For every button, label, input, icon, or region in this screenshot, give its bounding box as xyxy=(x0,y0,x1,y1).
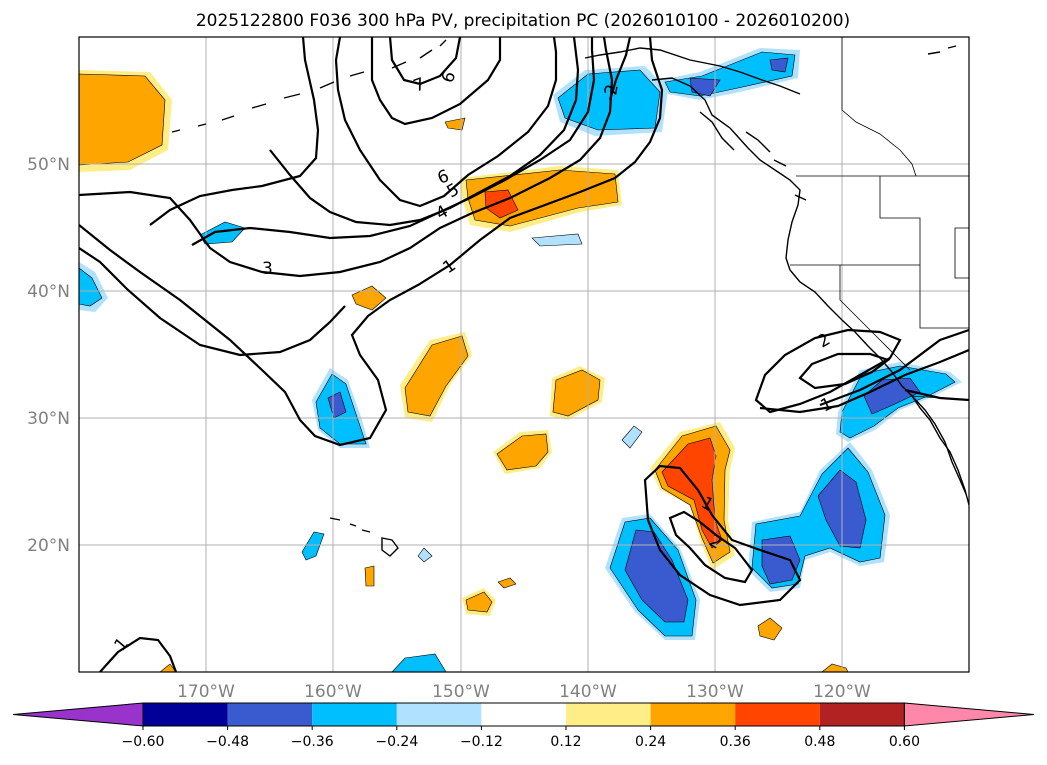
colorbar-over-arrow xyxy=(903,702,1035,727)
pv-contour-6 xyxy=(269,37,580,227)
coastline-bc-islands xyxy=(699,111,807,201)
colorbar-tick-label: −0.60 xyxy=(122,734,165,750)
border-alaska-canada xyxy=(841,37,917,177)
coastlines xyxy=(171,39,969,557)
border-states-west xyxy=(790,176,969,371)
colorbar-tick-label: −0.48 xyxy=(206,734,249,750)
colorbar-bin xyxy=(735,703,820,726)
pv-contour-17 xyxy=(668,510,754,584)
colorbar-bin xyxy=(312,703,397,726)
lon-label: 170°W xyxy=(177,682,235,702)
colorbar-tick-label: −0.12 xyxy=(460,734,503,750)
lat-label: 20°N xyxy=(27,536,70,556)
precip-blob xyxy=(661,437,723,549)
colorbar-bin xyxy=(143,703,228,726)
colorbar-bin xyxy=(396,703,482,726)
longitude-labels: 170°W 160°W 150°W 140°W 130°W 120°W xyxy=(177,682,871,702)
latitude-labels: 50°N 40°N 30°N 20°N xyxy=(27,155,70,556)
colorbar-tick-label: −0.36 xyxy=(291,734,334,750)
lat-label: 40°N xyxy=(27,282,70,302)
political-borders xyxy=(790,37,969,401)
precip-blob xyxy=(404,335,469,417)
precip-blob xyxy=(351,285,387,311)
colorbar-bin xyxy=(566,703,651,726)
pv-contour-9 xyxy=(388,37,462,86)
coastline-baja xyxy=(911,395,967,495)
colorbar-ticks: −0.60 −0.48 −0.36 −0.24 −0.12 0.12 0.24 0.36 0.4… xyxy=(122,726,920,750)
precip-blob xyxy=(497,577,517,589)
lon-label: 150°W xyxy=(432,682,490,702)
precip-blob xyxy=(199,221,246,245)
precip-blob xyxy=(531,233,583,247)
pv-contour-7 xyxy=(334,37,558,208)
pv-contour-2 xyxy=(79,247,346,357)
precip-blob xyxy=(417,547,433,563)
lon-label: 130°W xyxy=(686,682,744,702)
coastline-alaska-south xyxy=(584,47,801,95)
precip-blob xyxy=(557,69,661,131)
colorbar-tick-label: 0.24 xyxy=(635,734,666,750)
precip-blob xyxy=(444,117,466,131)
pv-contour-12 xyxy=(798,352,891,390)
pv-contour-3 xyxy=(79,37,614,278)
precip-blob xyxy=(79,73,166,166)
colorbar-tick-label: 0.12 xyxy=(550,734,581,750)
precip-blob xyxy=(465,591,493,613)
map-panel: 1 2 3 4 5 6 7 6 2 1 1 2 1 xyxy=(79,37,969,672)
lon-label: 140°W xyxy=(559,682,617,702)
pv-contour-13 xyxy=(759,348,969,414)
pv-contour-11 xyxy=(754,328,902,414)
colorbar-tick-label: 0.48 xyxy=(804,734,835,750)
colorbar-bin xyxy=(819,703,905,726)
colorbar-bin xyxy=(650,703,736,726)
pv-contour-18 xyxy=(99,636,178,672)
coastline-aleutians xyxy=(171,39,447,133)
colorbar-bins xyxy=(12,702,1035,727)
map-frame xyxy=(78,36,970,673)
precip-blob xyxy=(624,529,689,623)
contour-label: 3 xyxy=(262,259,273,279)
lat-label: 30°N xyxy=(27,409,70,429)
colorbar-tick-label: 0.36 xyxy=(720,734,751,750)
pv-contour-14 xyxy=(819,328,969,407)
precip-blob xyxy=(621,425,643,449)
precip-blob xyxy=(79,267,103,307)
coastline-north-america xyxy=(651,77,969,506)
gridlines xyxy=(79,37,969,672)
colorbar-bin xyxy=(227,703,313,726)
precip-blob xyxy=(757,617,783,641)
coastline-alaska-islands xyxy=(927,45,957,55)
precip-blob xyxy=(391,653,447,672)
colorbar-frame xyxy=(142,702,905,727)
contour-label: 2 xyxy=(601,83,623,97)
pv-contour-16 xyxy=(643,464,802,607)
pv-contours xyxy=(79,37,969,672)
lon-label: 120°W xyxy=(813,682,871,702)
lon-label: 160°W xyxy=(304,682,362,702)
lat-label: 50°N xyxy=(27,155,70,175)
colorbar-bin xyxy=(481,703,566,726)
pv-contour-4 xyxy=(149,37,320,226)
precip-blob xyxy=(364,565,375,587)
pv-contour-10 xyxy=(608,37,632,101)
precip-blob xyxy=(769,57,789,73)
figure-title: 2025122800 F036 300 hPa PV, precipitatio… xyxy=(196,11,850,31)
precip-blob xyxy=(496,433,549,471)
colorbar-under-arrow xyxy=(12,702,144,727)
precip-blob xyxy=(159,663,177,672)
coastline-hawaii xyxy=(329,517,399,557)
colorbar-tick-label: 0.60 xyxy=(889,734,920,750)
colorbar: −0.60 −0.48 −0.36 −0.24 −0.12 0.12 0.24 0.36 0.4… xyxy=(12,702,1035,750)
pv-contour-8 xyxy=(370,37,502,126)
pv-contour-15 xyxy=(904,388,969,402)
pv-contour-1 xyxy=(79,37,664,447)
precip-blob xyxy=(761,535,801,585)
colorbar-tick-label: −0.24 xyxy=(375,734,418,750)
